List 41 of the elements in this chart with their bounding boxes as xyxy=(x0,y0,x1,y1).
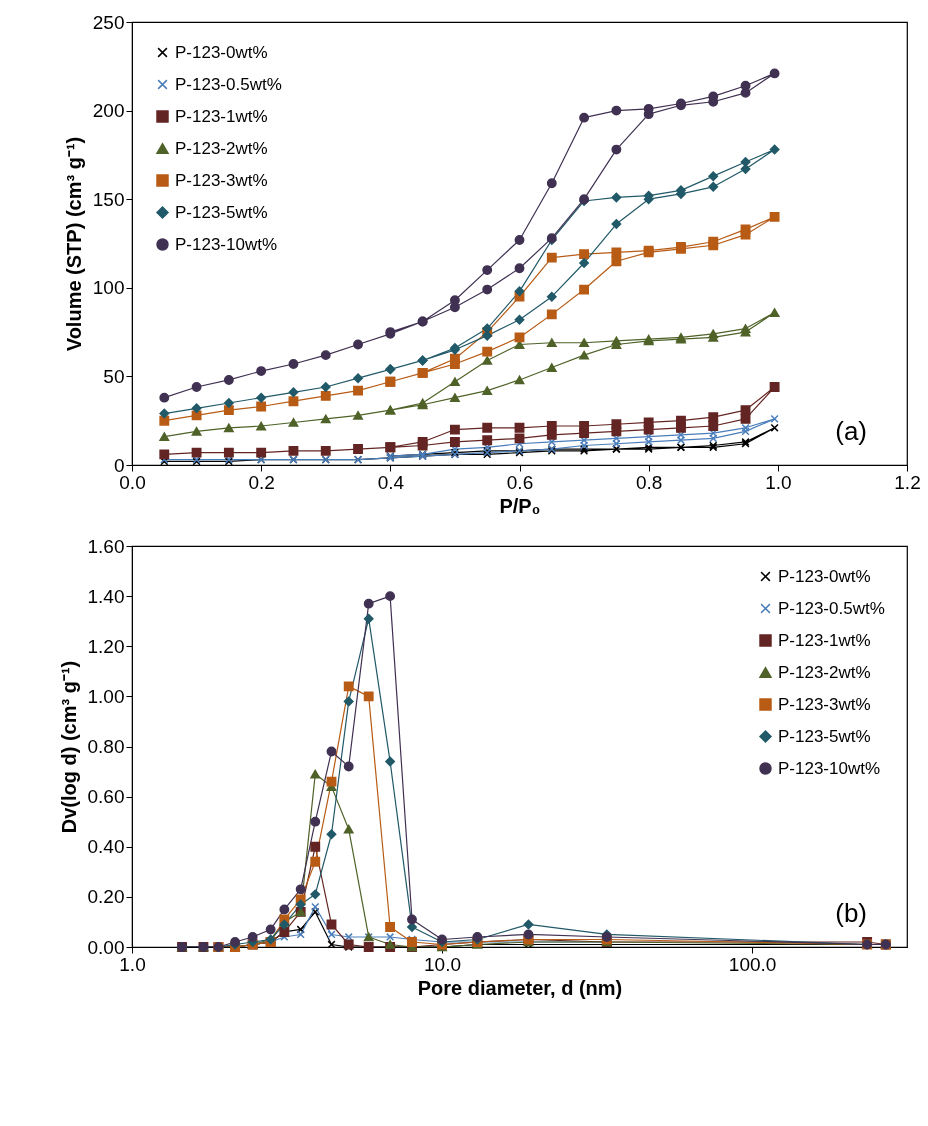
y-tick-label: 250 xyxy=(92,11,125,33)
y-axis-title: Volume (STP) (cm³ g⁻¹) xyxy=(62,136,85,352)
x-axis-title: Pore diameter, d (nm) xyxy=(417,976,623,999)
y-tick-label: 0.20 xyxy=(87,886,125,908)
legend-label: P-123-0.5wt% xyxy=(778,598,885,618)
x-tick-label: 0.8 xyxy=(635,471,663,493)
annotation: (b) xyxy=(835,898,867,928)
y-tick-label: 0.40 xyxy=(87,836,125,858)
y-tick-label: 0.60 xyxy=(87,786,125,808)
y-tick-label: 1.60 xyxy=(87,535,125,557)
legend-label: P-123-10wt% xyxy=(175,234,278,254)
x-tick-label: 0.2 xyxy=(248,471,275,493)
y-tick-label: 150 xyxy=(92,188,125,210)
y-tick-label: 1.20 xyxy=(87,635,125,657)
x-tick-label: 1.0 xyxy=(765,471,792,493)
annotation: (a) xyxy=(835,416,867,446)
legend-label: P-123-5wt% xyxy=(175,202,268,222)
y-tick-label: 1.00 xyxy=(87,685,125,707)
legend-label: P-123-1wt% xyxy=(175,106,268,126)
x-tick-label: 0.6 xyxy=(506,471,534,493)
legend-label: P-123-2wt% xyxy=(175,138,268,158)
legend-label: P-123-0wt% xyxy=(175,42,268,62)
y-tick-label: 50 xyxy=(103,365,125,387)
x-axis-title: P/P₀ xyxy=(499,494,541,517)
x-tick-label: 0.4 xyxy=(377,471,405,493)
y-tick-label: 1.40 xyxy=(87,585,125,607)
y-tick-label: 100 xyxy=(92,277,125,299)
legend-label: P-123-0.5wt% xyxy=(175,74,282,94)
legend-label: P-123-2wt% xyxy=(778,662,871,682)
legend-label: P-123-1wt% xyxy=(778,630,871,650)
legend-label: P-123-3wt% xyxy=(175,170,268,190)
y-tick-label: 0.80 xyxy=(87,736,125,757)
y-tick-label: 200 xyxy=(92,100,125,122)
legend-label: P-123-5wt% xyxy=(778,726,871,746)
x-tick-label: 100.0 xyxy=(728,953,777,975)
legend-label: P-123-3wt% xyxy=(778,694,871,714)
legend-label: P-123-0wt% xyxy=(778,566,871,586)
x-tick-label: 10.0 xyxy=(424,953,462,975)
legend-label: P-123-10wt% xyxy=(778,758,881,778)
y-axis-title: Dv(log d) (cm³ g⁻¹) xyxy=(57,660,80,834)
x-tick-label: 1.2 xyxy=(894,471,921,493)
